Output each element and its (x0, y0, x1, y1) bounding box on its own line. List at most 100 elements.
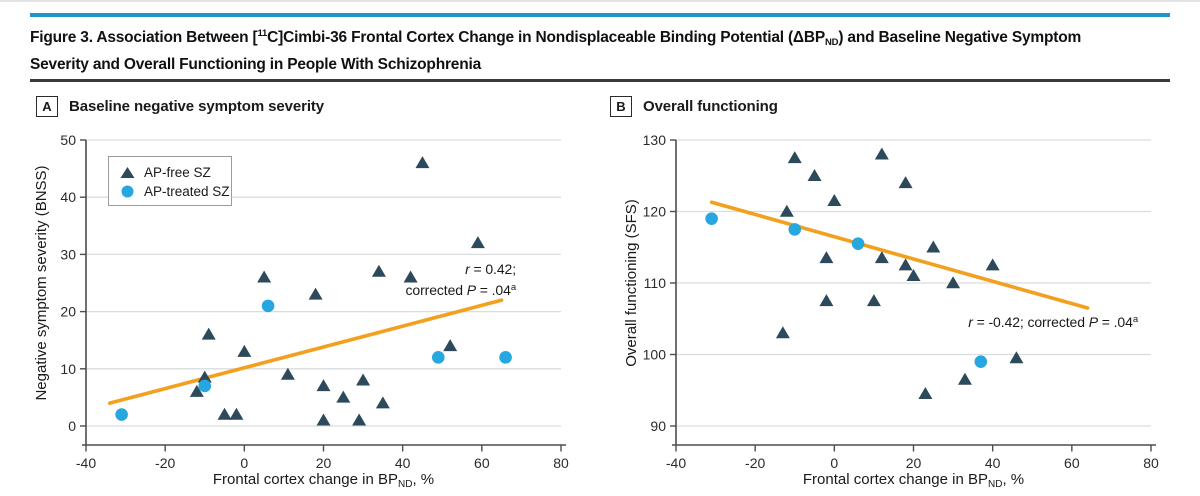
y-tick-label: 30 (60, 246, 76, 262)
r-symbol: r (465, 261, 470, 277)
data-point-ap-free (403, 270, 418, 283)
r-symbol: r (968, 314, 973, 330)
data-point-ap-treated (788, 223, 802, 236)
accent-rule (30, 13, 1170, 17)
x-axis-title-subscript: ND (397, 479, 413, 490)
legend-label-ap-free: AP-free SZ (144, 165, 211, 180)
x-tick-label: 40 (395, 455, 411, 471)
x-tick-label: 20 (316, 455, 332, 471)
x-tick-label: -20 (155, 455, 175, 471)
data-point-ap-free (906, 269, 921, 282)
data-point-ap-free (197, 370, 212, 383)
x-axis-title-a: Frontal cortex change in BPND, % (86, 471, 561, 490)
panel-a-header: A Baseline negative symptom severity (36, 96, 324, 117)
footnote-marker: a (1132, 314, 1138, 325)
p-value: = .04 (1097, 314, 1133, 330)
data-point-ap-treated (499, 351, 512, 364)
p-symbol: P (466, 281, 476, 298)
data-point-ap-free (898, 176, 913, 189)
panel-a-heading: Baseline negative symptom severity (69, 98, 325, 115)
y-tick-label: 10 (60, 361, 76, 377)
r-value: = 0.42; (469, 261, 516, 277)
p-symbol: P (1088, 314, 1098, 330)
data-point-ap-free (827, 193, 842, 206)
p-value: = .04 (475, 281, 511, 298)
x-tick-label: 80 (1143, 455, 1159, 471)
data-point-ap-free (874, 251, 889, 264)
y-tick-label: 50 (60, 132, 76, 148)
data-point-ap-free (217, 407, 232, 420)
legend-box: AP-free SZ AP-treated SZ (108, 156, 232, 206)
title-text: C]Cimbi-36 Frontal Cortex Change in Nond… (267, 29, 825, 46)
data-point-ap-free (787, 151, 802, 164)
data-point-ap-free (415, 156, 430, 169)
y-tick-label: 100 (643, 347, 667, 363)
data-point-ap-free (375, 396, 390, 409)
trend-line (709, 200, 1090, 310)
data-point-ap-free (189, 384, 204, 397)
data-point-ap-treated (261, 299, 275, 313)
panel-b-header: B Overall functioning (610, 96, 778, 117)
x-tick-label: 60 (474, 455, 490, 471)
data-point-ap-free (352, 413, 367, 426)
data-point-ap-free (371, 264, 386, 277)
data-point-ap-free (926, 240, 941, 253)
trend-line (107, 298, 504, 405)
y-tick-label: 130 (643, 132, 667, 148)
data-point-ap-free (807, 168, 822, 181)
title-text: ) and Baseline Negative Symptom (838, 29, 1082, 46)
data-point-ap-free (1009, 351, 1024, 364)
data-point-ap-free (201, 327, 216, 340)
y-tick-label: 20 (60, 304, 76, 320)
footnote-marker: a (510, 281, 516, 293)
x-tick-label: 40 (985, 455, 1001, 471)
data-point-ap-free (308, 287, 323, 300)
y-tick-label: 120 (643, 204, 667, 220)
data-point-ap-treated (705, 212, 718, 225)
y-tick-label: 90 (650, 418, 666, 434)
data-point-ap-treated (198, 379, 212, 393)
page-top-border (0, 0, 1200, 2)
y-tick-label: 110 (644, 275, 667, 291)
data-point-ap-free (918, 387, 933, 400)
legend-item-ap-treated: AP-treated SZ (120, 182, 231, 201)
data-point-ap-free (866, 294, 881, 307)
x-tick-label: -40 (76, 455, 96, 471)
triangle-marker-icon (120, 167, 135, 178)
data-point-ap-free (316, 379, 331, 392)
x-tick-label: -40 (666, 455, 686, 471)
panel-b-heading: Overall functioning (643, 98, 778, 115)
r-value: = -0.42; corrected (972, 314, 1089, 330)
data-point-ap-free (470, 236, 485, 249)
data-point-ap-treated (431, 351, 445, 364)
x-tick-label: 0 (830, 455, 838, 471)
data-point-ap-free (957, 372, 972, 385)
x-axis-title-text: , % (412, 471, 435, 488)
legend-item-ap-free: AP-free SZ (120, 163, 231, 182)
data-point-ap-treated (115, 408, 128, 421)
corrected-label: corrected (405, 281, 467, 298)
y-axis-title: Overall functioning (SFS) (623, 199, 640, 367)
data-point-ap-treated (851, 237, 865, 250)
data-point-ap-free (898, 258, 913, 271)
x-axis-title-subscript: ND (987, 479, 1003, 490)
x-axis-title-text: Frontal cortex change in BP (212, 471, 398, 488)
data-point-ap-free (356, 373, 371, 386)
x-axis-title-b: Frontal cortex change in BPND, % (676, 471, 1151, 490)
title-subscript: ND (825, 37, 839, 48)
data-point-ap-free (946, 276, 961, 289)
title-superscript: 11 (257, 28, 268, 39)
y-tick-label: 0 (68, 418, 76, 434)
data-point-ap-free (779, 204, 794, 217)
data-point-ap-treated (974, 355, 988, 368)
x-tick-label: 80 (553, 455, 569, 471)
data-point-ap-free (775, 326, 790, 339)
correlation-annotation-a: r = 0.42; corrected P = .04a (286, 261, 516, 299)
title-text: Figure 3. Association Between [ (30, 29, 258, 46)
title-rule (30, 79, 1170, 82)
x-tick-label: 0 (240, 455, 248, 471)
figure-title: Figure 3. Association Between [11C]Cimbi… (30, 23, 1170, 76)
y-axis-title: Negative symptom severity (BNSS) (33, 165, 50, 400)
x-axis-title-text: Frontal cortex change in BP (802, 471, 988, 488)
